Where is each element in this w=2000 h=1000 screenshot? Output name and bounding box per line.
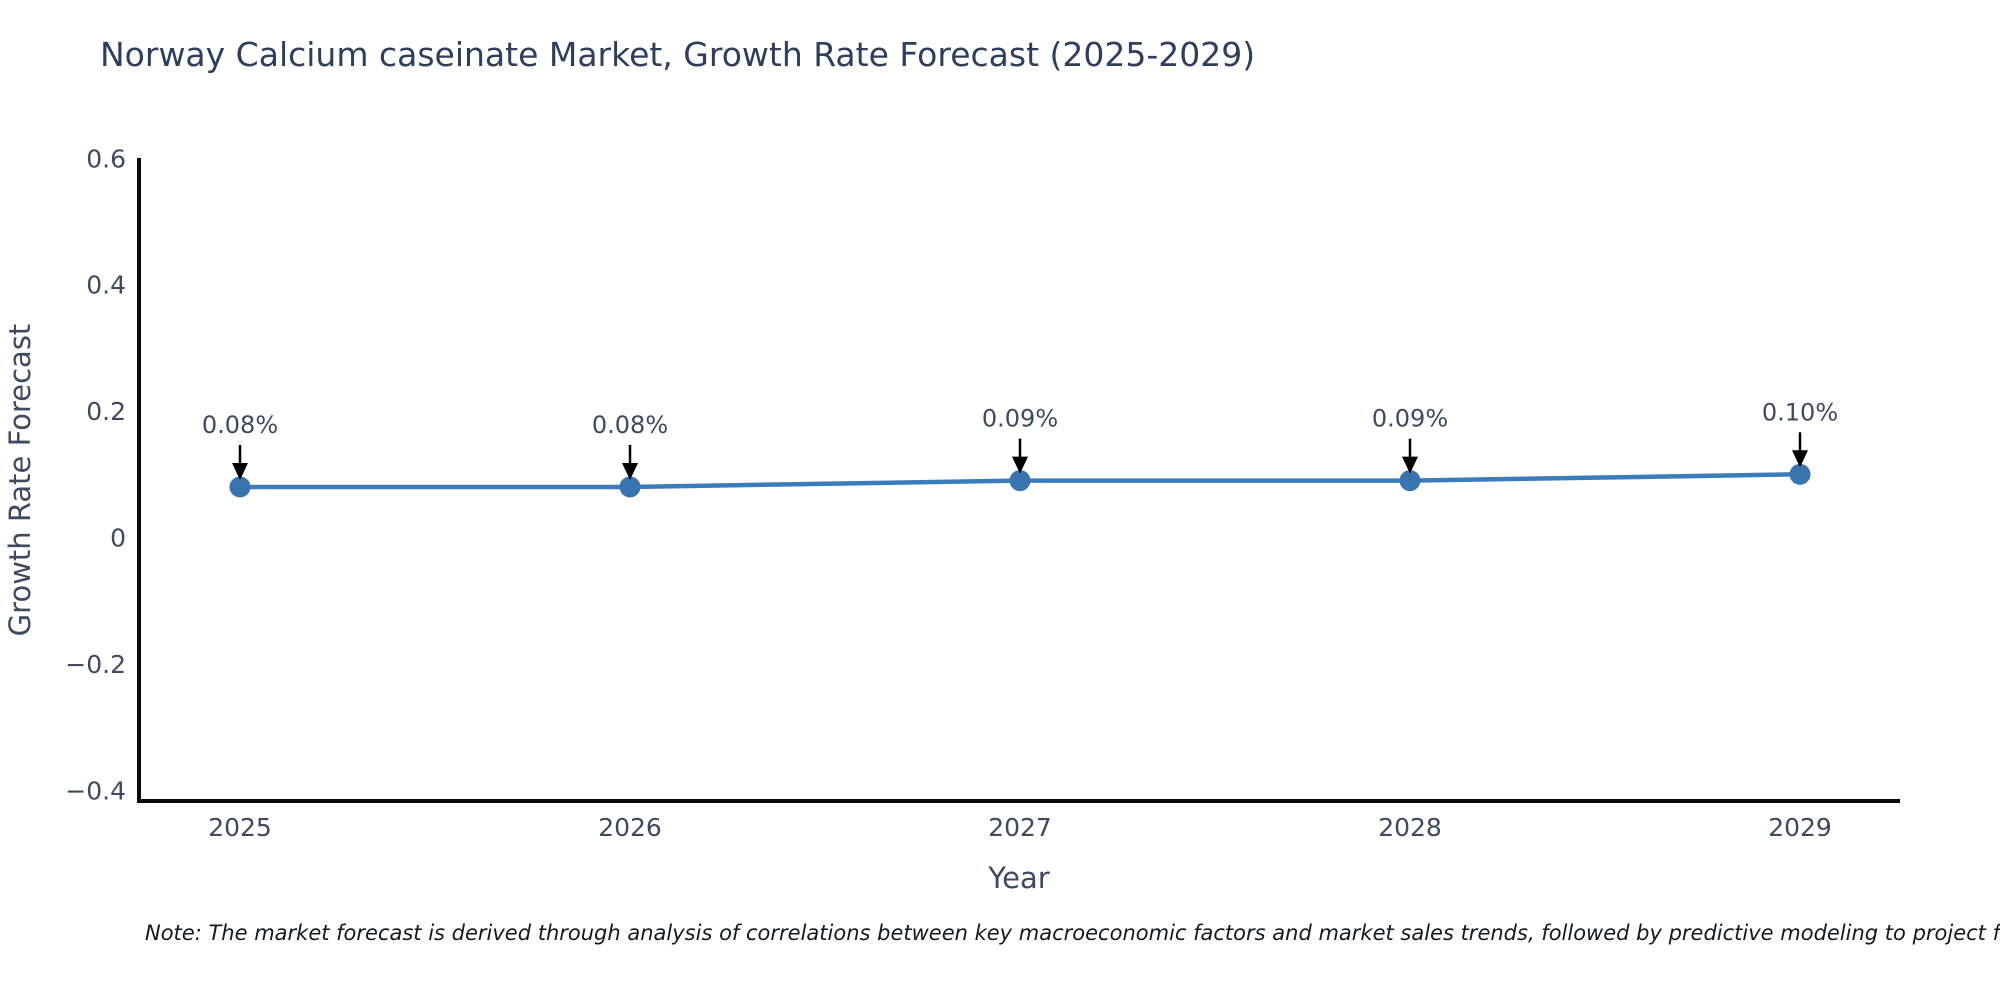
x-tick-label: 2025 (208, 813, 272, 842)
annotation-arrowhead (1402, 456, 1418, 474)
y-tick-labels: 0.6 0.4 0.2 0 −0.2 −0.4 (65, 144, 126, 805)
annotation-arrowhead (1012, 456, 1028, 474)
y-tick-label: 0.6 (86, 144, 126, 173)
annotation-label: 0.09% (1372, 405, 1448, 433)
y-tick-label: 0 (110, 524, 126, 553)
footnote: Note: The market forecast is derived thr… (145, 921, 2000, 945)
data-point-marker (1789, 463, 1811, 485)
y-tick-label: −0.2 (65, 650, 126, 679)
x-tick-label: 2029 (1768, 813, 1832, 842)
x-tick-label: 2027 (988, 813, 1052, 842)
chart-title: Norway Calcium caseinate Market, Growth … (100, 35, 1255, 74)
x-axis-title: Year (987, 861, 1049, 895)
data-point-marker (619, 476, 641, 498)
annotation-label: 0.08% (592, 411, 668, 439)
point-annotations: 0.08% 0.08% 0.09% 0.09% 0.10% (202, 398, 1838, 480)
y-tick-label: 0.4 (86, 271, 126, 300)
x-tick-labels: 2025 2026 2027 2028 2029 (208, 813, 1832, 842)
annotation-arrowhead (622, 462, 638, 480)
annotation-label: 0.08% (202, 411, 278, 439)
y-tick-label: 0.2 (86, 397, 126, 426)
annotation-arrowhead (232, 462, 248, 480)
annotation-label: 0.09% (982, 405, 1058, 433)
annotation-arrowhead (1792, 450, 1808, 468)
annotation-label: 0.10% (1762, 398, 1838, 426)
x-tick-label: 2026 (598, 813, 662, 842)
data-point-marker (229, 476, 251, 498)
line-series (229, 463, 1811, 498)
axes (137, 158, 1900, 803)
data-point-marker (1399, 470, 1421, 492)
data-point-marker (1009, 470, 1031, 492)
x-tick-label: 2028 (1378, 813, 1442, 842)
y-tick-label: −0.4 (65, 776, 126, 805)
y-axis-title: Growth Rate Forecast (3, 324, 37, 637)
